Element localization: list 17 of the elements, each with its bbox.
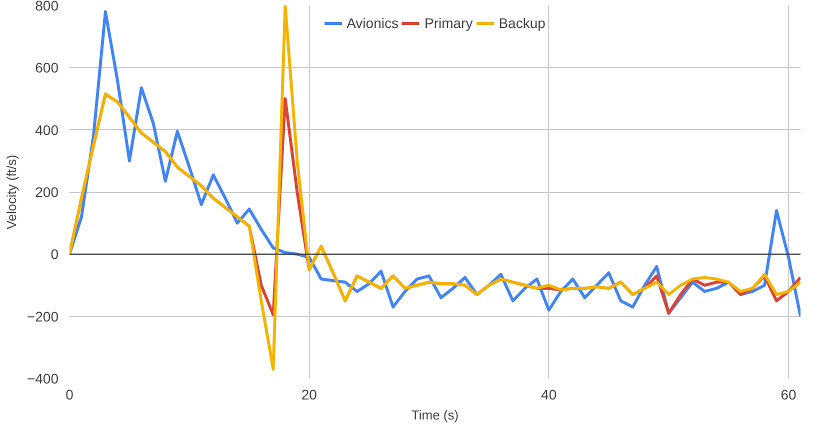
y-tick-label: −400: [26, 370, 59, 386]
legend-label: Primary: [424, 15, 473, 31]
line-series: [70, 6, 800, 371]
x-axis-title: Time (s): [411, 408, 459, 422]
y-tick-label: 800: [35, 0, 59, 14]
legend-label: Avionics: [346, 15, 398, 31]
y-tick-label: 0: [50, 246, 59, 262]
x-tick-label: 60: [780, 386, 797, 402]
y-tick-label: 400: [35, 122, 59, 138]
x-tick-label: 40: [541, 386, 557, 402]
y-tick-label: −200: [26, 308, 59, 324]
x-tick-label: 0: [66, 386, 74, 402]
y-axis-title: Velocity (ft/s): [4, 154, 19, 230]
y-tick-label: 200: [35, 184, 59, 200]
x-tick-label: 20: [301, 386, 318, 402]
legend-label: Backup: [498, 15, 546, 31]
y-tick-label: 600: [35, 60, 59, 76]
